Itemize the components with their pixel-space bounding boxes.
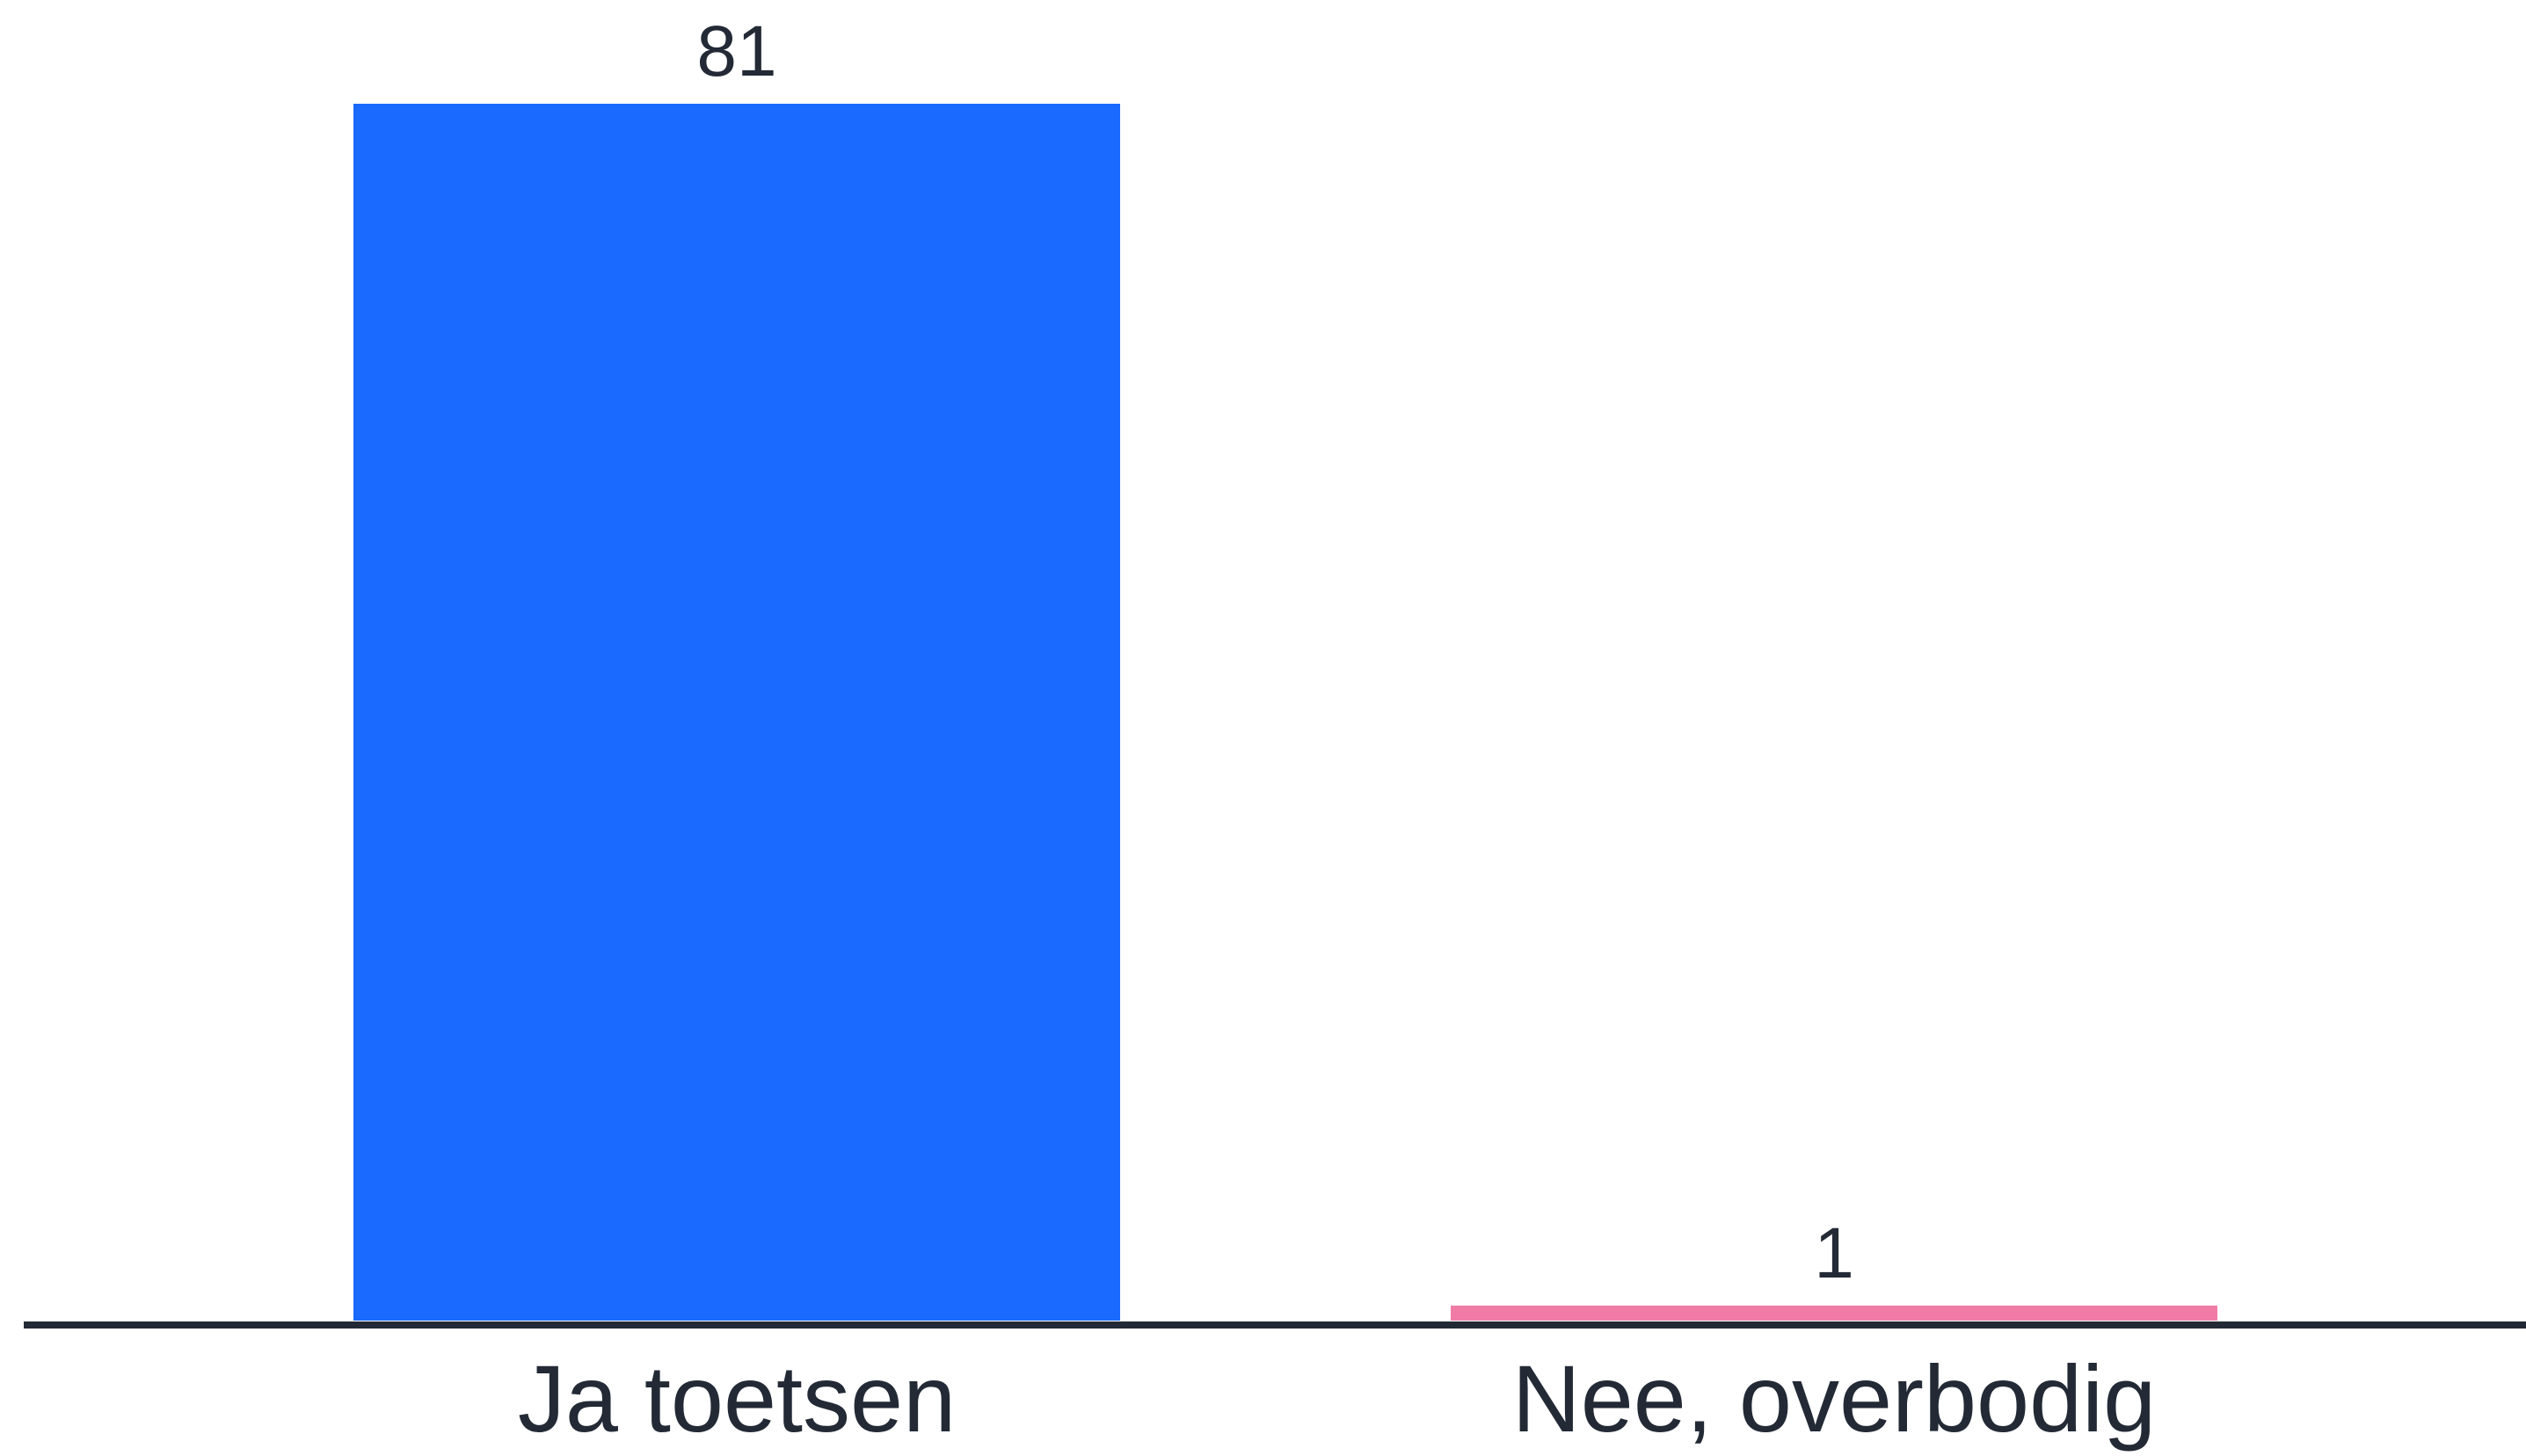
category-label-2: Nee, overbodig <box>1512 1345 2156 1452</box>
bar-2 <box>1451 1305 2217 1321</box>
labels-layer: 81 Ja toetsen 1 Nee, overbodig <box>518 11 2156 1452</box>
data-label-1: 81 <box>696 11 776 91</box>
data-label-2: 1 <box>1814 1213 1854 1293</box>
bars-layer <box>353 104 2217 1321</box>
category-label-1: Ja toetsen <box>518 1345 956 1452</box>
bar-1 <box>353 104 1120 1321</box>
